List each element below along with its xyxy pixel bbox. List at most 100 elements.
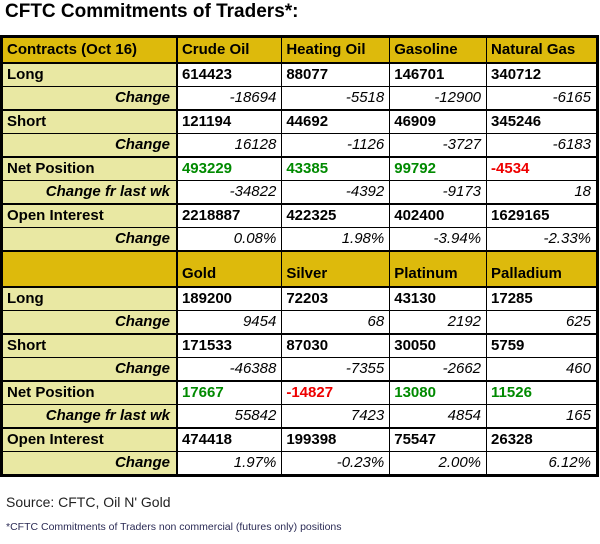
cell-value: 340712 — [486, 62, 598, 87]
cell-value: -4392 — [281, 180, 391, 205]
cot-table: Contracts (Oct 16) Crude Oil Heating Oil Ga… — [0, 35, 599, 477]
row-label: Change fr last wk — [0, 404, 178, 429]
cell-value: 30050 — [389, 333, 488, 358]
cell-value: -6183 — [486, 133, 598, 158]
cell-value: -6165 — [486, 86, 598, 111]
cell-value: 55842 — [176, 404, 283, 429]
row-label: Net Position — [0, 380, 178, 405]
footnote-text: *CFTC Commitments of Traders non commerc… — [6, 521, 342, 533]
cell-value: 146701 — [389, 62, 488, 87]
cell-value: 614423 — [176, 62, 283, 87]
page-title: CFTC Commitments of Traders*: — [5, 1, 299, 22]
table-row: Change fr last wk 55842 7423 4854 165 — [0, 404, 598, 429]
row-label: Long — [0, 286, 178, 311]
cell-value: -9173 — [389, 180, 488, 205]
cell-value: -1126 — [281, 133, 391, 158]
cell-value: 0.08% — [176, 227, 283, 252]
cell-value: 11526 — [486, 380, 598, 405]
cell-value: 9454 — [176, 310, 283, 335]
column-header: Silver — [281, 250, 391, 288]
table-row: Change 16128 -1126 -3727 -6183 — [0, 133, 598, 158]
cell-value: 199398 — [281, 427, 391, 452]
column-header: Palladium — [486, 250, 598, 288]
cell-value: 345246 — [486, 109, 598, 134]
cell-value: 17667 — [176, 380, 283, 405]
row-label: Short — [0, 333, 178, 358]
row-label: Change fr last wk — [0, 180, 178, 205]
cell-value: -14827 — [281, 380, 391, 405]
cell-value: 87030 — [281, 333, 391, 358]
cell-value: 43130 — [389, 286, 488, 311]
cell-value: -3.94% — [389, 227, 488, 252]
cell-value: 189200 — [176, 286, 283, 311]
row-label: Change — [0, 357, 178, 382]
table-row: Long 189200 72203 43130 17285 — [0, 286, 598, 311]
cell-value: 68 — [281, 310, 391, 335]
source-text: Source: CFTC, Oil N' Gold — [6, 494, 171, 510]
table-row: Change 0.08% 1.98% -3.94% -2.33% — [0, 227, 598, 252]
row-label: Short — [0, 109, 178, 134]
table-row: Net Position 493229 43385 99792 -4534 — [0, 156, 598, 181]
cell-value: -2662 — [389, 357, 488, 382]
table-row: Short 121194 44692 46909 345246 — [0, 109, 598, 134]
cell-value: -34822 — [176, 180, 283, 205]
cell-value: 2.00% — [389, 451, 488, 476]
cell-value: 5759 — [486, 333, 598, 358]
row-label: Open Interest — [0, 427, 178, 452]
row-label: Change — [0, 86, 178, 111]
cell-value: 402400 — [389, 203, 488, 228]
cell-value: 72203 — [281, 286, 391, 311]
cell-value: 625 — [486, 310, 598, 335]
cell-value: 1.98% — [281, 227, 391, 252]
cell-value: 46909 — [389, 109, 488, 134]
cell-value: 43385 — [281, 156, 391, 181]
column-header — [0, 250, 178, 288]
cell-value: -46388 — [176, 357, 283, 382]
table-row: Net Position 17667 -14827 13080 11526 — [0, 380, 598, 405]
column-header: Contracts (Oct 16) — [0, 36, 178, 64]
cell-value: 6.12% — [486, 451, 598, 476]
table-row: Change 1.97% -0.23% 2.00% 6.12% — [0, 451, 598, 476]
cell-value: -12900 — [389, 86, 488, 111]
cell-value: 121194 — [176, 109, 283, 134]
cell-value: 13080 — [389, 380, 488, 405]
column-header: Gasoline — [389, 36, 488, 64]
row-label: Change — [0, 227, 178, 252]
row-label: Change — [0, 133, 178, 158]
column-header: Natural Gas — [486, 36, 598, 64]
column-header: Crude Oil — [176, 36, 283, 64]
column-header: Heating Oil — [281, 36, 391, 64]
cell-value: 26328 — [486, 427, 598, 452]
cell-value: -4534 — [486, 156, 598, 181]
cell-value: 171533 — [176, 333, 283, 358]
table-row: Short 171533 87030 30050 5759 — [0, 333, 598, 358]
cell-value: 7423 — [281, 404, 391, 429]
cell-value: 4854 — [389, 404, 488, 429]
cell-value: 493229 — [176, 156, 283, 181]
cell-value: -18694 — [176, 86, 283, 111]
cell-value: -0.23% — [281, 451, 391, 476]
row-label: Open Interest — [0, 203, 178, 228]
cell-value: 422325 — [281, 203, 391, 228]
table-row: Open Interest 2218887 422325 402400 1629165 — [0, 203, 598, 228]
cell-value: 17285 — [486, 286, 598, 311]
cell-value: 44692 — [281, 109, 391, 134]
cell-value: 2218887 — [176, 203, 283, 228]
cell-value: 75547 — [389, 427, 488, 452]
column-header: Gold — [176, 250, 283, 288]
header-row-metals: Gold Silver Platinum Palladium — [0, 250, 598, 288]
cell-value: 2192 — [389, 310, 488, 335]
table-row: Change 9454 68 2192 625 — [0, 310, 598, 335]
table-row: Change -46388 -7355 -2662 460 — [0, 357, 598, 382]
row-label: Net Position — [0, 156, 178, 181]
cell-value: 16128 — [176, 133, 283, 158]
cell-value: -2.33% — [486, 227, 598, 252]
cell-value: -7355 — [281, 357, 391, 382]
cell-value: 1.97% — [176, 451, 283, 476]
table-row: Long 614423 88077 146701 340712 — [0, 62, 598, 87]
column-header: Platinum — [389, 250, 488, 288]
table-row: Change fr last wk -34822 -4392 -9173 18 — [0, 180, 598, 205]
cell-value: 165 — [486, 404, 598, 429]
cell-value: 99792 — [389, 156, 488, 181]
cell-value: 474418 — [176, 427, 283, 452]
